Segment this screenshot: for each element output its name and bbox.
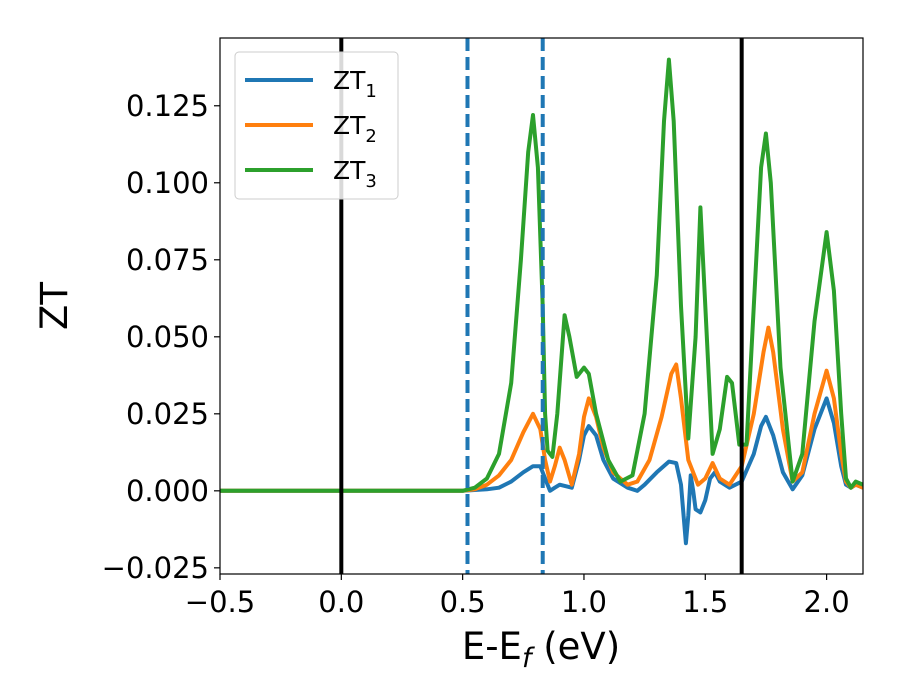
series-line-3 xyxy=(220,57,863,493)
y-axis-label: ZT xyxy=(33,282,76,330)
legend-label-2: ZT2 xyxy=(333,111,377,147)
y-tick-label: 0.000 xyxy=(126,474,209,508)
y-tick-label: 0.075 xyxy=(126,243,209,277)
x-tick-label: 1.0 xyxy=(561,585,607,619)
y-tick-label: 0.125 xyxy=(126,89,209,123)
y-tick-label: 0.025 xyxy=(126,397,209,431)
legend-box xyxy=(234,51,399,200)
legend: ZT1 ZT2 ZT3 xyxy=(234,51,399,200)
series-line-1 xyxy=(220,396,863,546)
x-tick-label: 1.5 xyxy=(682,585,728,619)
legend-label-1: ZT1 xyxy=(333,66,377,102)
plot-frame xyxy=(219,37,864,575)
y-tick-label: 0.050 xyxy=(126,320,209,354)
x-tick-label: −0.5 xyxy=(185,585,255,619)
x-axis-ticks: −0.5 0.0 0.5 1.0 1.5 2.0 xyxy=(185,574,850,619)
series-layer xyxy=(220,57,863,546)
x-tick-label: 2.0 xyxy=(804,585,850,619)
legend-label-3: ZT3 xyxy=(333,156,377,192)
y-axis-ticks: −0.025 0.000 0.025 0.050 0.075 0.100 0.125 xyxy=(102,89,220,585)
series-line-2 xyxy=(220,325,863,493)
x-tick-label: 0.5 xyxy=(440,585,486,619)
x-tick-label: 0.0 xyxy=(318,585,364,619)
y-tick-label: 0.100 xyxy=(126,166,209,200)
y-tick-label: −0.025 xyxy=(102,551,209,585)
x-axis-label: E-Ef (eV) xyxy=(462,625,620,674)
